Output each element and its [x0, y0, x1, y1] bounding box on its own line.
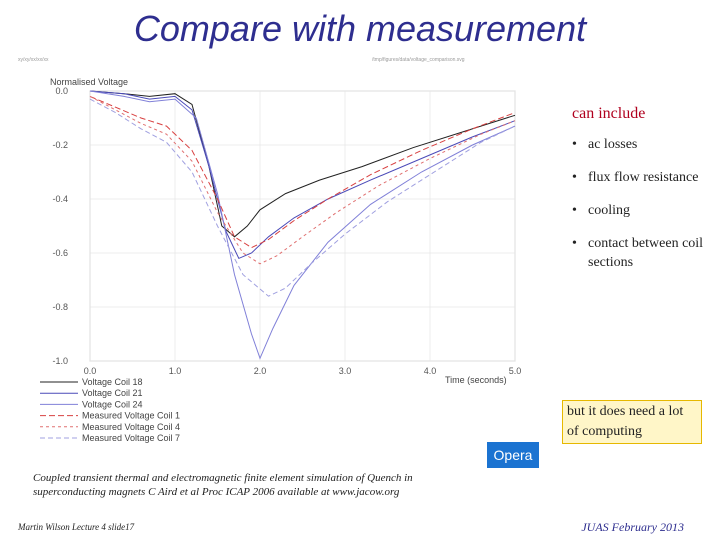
computing-note: but it does need a lot of computing	[562, 400, 702, 444]
series-line	[89, 98, 516, 297]
series-line	[89, 90, 516, 238]
x-tick-label: 0.0	[84, 366, 97, 376]
factor-list: ac losses flux flow resistance cooling c…	[572, 135, 712, 272]
chart-grid	[89, 90, 516, 362]
voltage-chart: 0.0 -0.2 -0.4 -0.6 -0.8 -1.0 0.0 1.0 2.0 3.0 4.0 5.…	[40, 77, 521, 443]
legend-label: Measured Voltage Coil 4	[82, 422, 180, 432]
y-tick-label: -1.0	[52, 356, 68, 366]
opera-logo: Opera	[487, 442, 539, 468]
y-tick-label: -0.4	[52, 194, 68, 204]
bullet-item: cooling	[572, 201, 712, 220]
y-tick-label: -0.8	[52, 302, 68, 312]
legend-label: Measured Voltage Coil 1	[82, 411, 180, 421]
y-tick-label: 0.0	[55, 86, 68, 96]
x-tick-label: 1.0	[169, 366, 182, 376]
legend-label: Voltage Coil 24	[82, 399, 143, 409]
citation-text: Coupled transient thermal and electromag…	[33, 472, 413, 498]
header-right-tiny-text: /tmp/figures/data/voltage_comparison.svg	[372, 57, 465, 63]
series-line	[89, 90, 516, 260]
bullet-item: flux flow resistance	[572, 168, 712, 187]
side-panel: can include ac losses flux flow resistan…	[572, 105, 712, 286]
chart-series	[89, 90, 516, 360]
series-line	[89, 90, 516, 360]
x-axis-label: Time (seconds)	[445, 375, 507, 385]
side-heading: can include	[572, 105, 646, 122]
x-tick-label: 3.0	[339, 366, 352, 376]
header-left-tiny-text: xy/xy/xx/xx/xx	[18, 57, 49, 63]
y-tick-label: -0.6	[52, 248, 68, 258]
plot-area	[89, 90, 516, 362]
legend-label: Voltage Coil 18	[82, 377, 143, 387]
series-line	[89, 95, 516, 265]
slide-title: Compare with measurement	[133, 8, 587, 49]
footer-left: Martin Wilson Lecture 4 slide17	[18, 522, 135, 532]
x-tick-label: 5.0	[509, 366, 522, 376]
legend-label: Voltage Coil 21	[82, 388, 143, 398]
bullet-item: contact between coil sections	[572, 234, 712, 272]
legend-label: Measured Voltage Coil 7	[82, 433, 180, 443]
y-tick-label: -0.2	[52, 140, 68, 150]
chart-ticks: 0.0 -0.2 -0.4 -0.6 -0.8 -1.0 0.0 1.0 2.0 3.0 4.0 5.…	[52, 86, 521, 376]
series-line	[89, 95, 516, 249]
y-axis-label: Normalised Voltage	[50, 77, 128, 87]
x-tick-label: 2.0	[254, 366, 267, 376]
x-tick-label: 4.0	[424, 366, 437, 376]
footer-right: JUAS February 2013	[581, 520, 684, 534]
bullet-item: ac losses	[572, 135, 712, 154]
